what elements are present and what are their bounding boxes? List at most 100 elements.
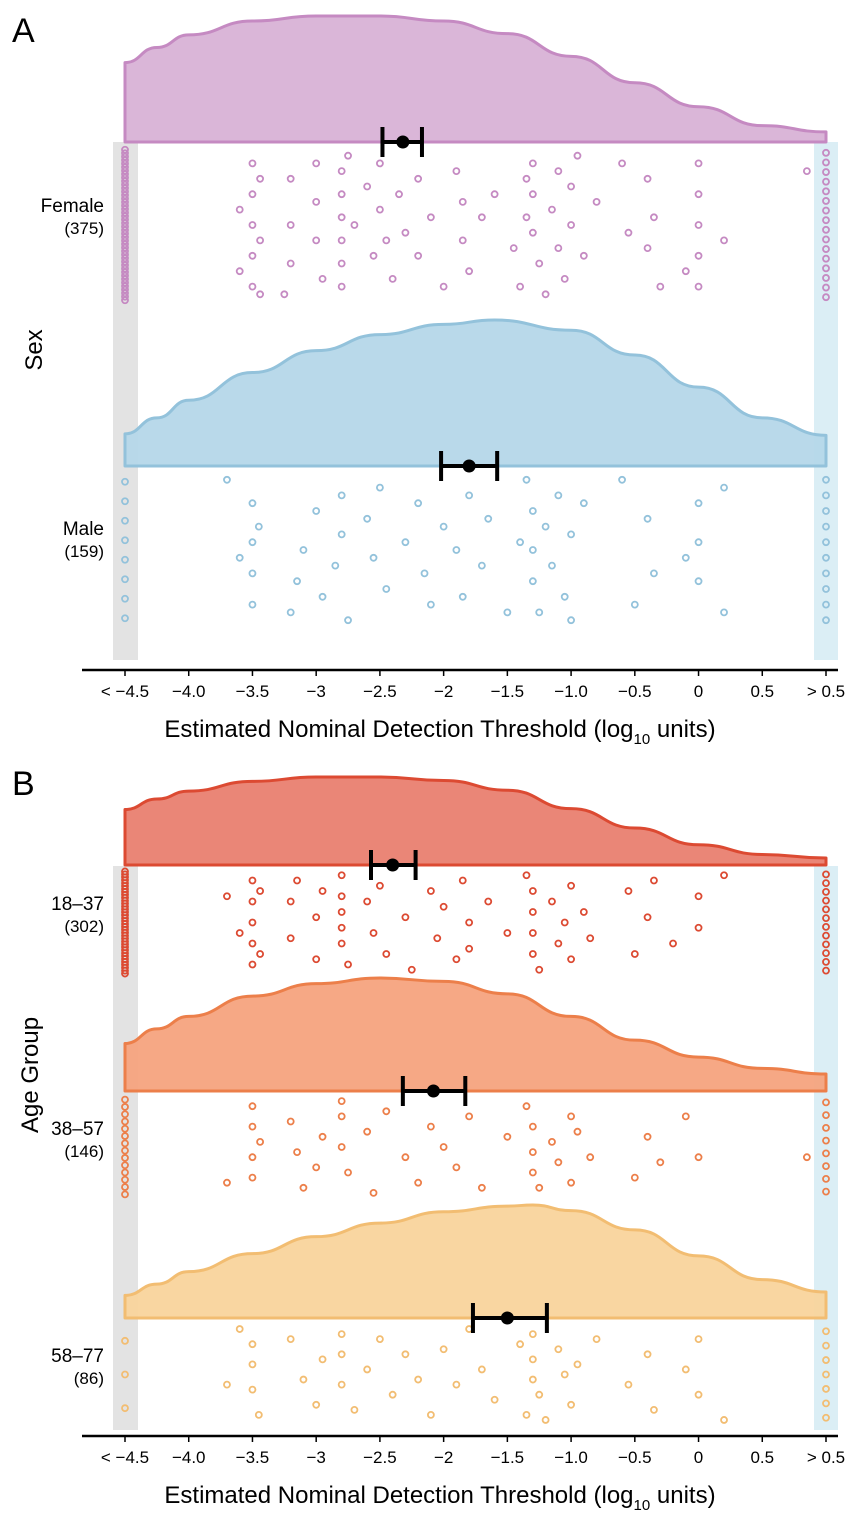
data-point bbox=[681, 1112, 690, 1121]
group-count: (86) bbox=[74, 1369, 104, 1388]
data-point bbox=[484, 897, 493, 906]
data-point bbox=[439, 1345, 448, 1354]
censored-low-point bbox=[121, 296, 129, 305]
mean-point bbox=[426, 1084, 440, 1098]
data-point bbox=[458, 592, 467, 601]
data-point bbox=[452, 955, 461, 964]
data-point bbox=[516, 538, 525, 547]
data-point bbox=[516, 282, 525, 291]
censored-low-point bbox=[121, 212, 129, 221]
data-point bbox=[256, 174, 265, 183]
censored-high-point bbox=[822, 235, 830, 244]
data-point bbox=[528, 929, 537, 937]
data-point bbox=[337, 892, 346, 901]
data-point bbox=[337, 236, 346, 245]
y-axis-label-sex: Sex bbox=[21, 329, 48, 370]
censored-low-point bbox=[121, 275, 129, 284]
data-point bbox=[694, 190, 703, 199]
censored-high-point bbox=[822, 940, 830, 949]
x-tick-label: −0.5 bbox=[618, 682, 652, 701]
data-point bbox=[248, 1122, 257, 1131]
censored-high-point bbox=[822, 553, 830, 562]
data-point bbox=[802, 1153, 811, 1162]
data-point bbox=[318, 1132, 327, 1141]
data-point bbox=[477, 1183, 486, 1192]
data-point bbox=[337, 190, 346, 199]
data-point bbox=[235, 929, 244, 937]
censored-low-point bbox=[121, 1336, 129, 1345]
data-point bbox=[439, 1143, 448, 1151]
data-point bbox=[248, 1385, 257, 1394]
data-point bbox=[528, 1355, 537, 1364]
data-point bbox=[337, 213, 346, 222]
censored-low-point bbox=[121, 292, 129, 301]
censored-high-point bbox=[822, 905, 830, 914]
censored-high-point bbox=[822, 600, 830, 609]
data-point bbox=[548, 561, 556, 570]
data-point bbox=[630, 950, 639, 958]
data-point bbox=[388, 1390, 397, 1399]
data-point bbox=[344, 151, 352, 160]
censored-high-point bbox=[822, 264, 830, 273]
data-point bbox=[554, 491, 563, 500]
censored-high-point bbox=[822, 887, 830, 896]
x-tick-label: < −4.5 bbox=[101, 1448, 149, 1467]
censored-low-point bbox=[121, 1110, 129, 1119]
censored-low-point bbox=[121, 536, 129, 545]
data-point bbox=[528, 950, 537, 958]
data-point bbox=[554, 1345, 563, 1354]
data-point bbox=[560, 918, 569, 927]
censored-high-point bbox=[822, 1385, 830, 1393]
data-point bbox=[528, 228, 537, 237]
data-point bbox=[560, 1370, 569, 1379]
censored-high-point bbox=[822, 522, 830, 531]
panel-b: 18–37 (302) 38–57 (146) 58–77 (86) < −4.5 −4.0… bbox=[12, 765, 845, 1514]
group-male: Male (159) bbox=[63, 318, 830, 625]
data-point bbox=[694, 923, 703, 932]
data-point bbox=[426, 600, 435, 609]
censored-low-point bbox=[121, 177, 129, 186]
data-point bbox=[248, 190, 257, 199]
data-point bbox=[567, 182, 575, 191]
data-point bbox=[363, 182, 372, 191]
data-point bbox=[376, 881, 384, 890]
censored-high-point bbox=[822, 1327, 830, 1336]
censored-high-point bbox=[822, 491, 830, 500]
data-point bbox=[720, 608, 728, 617]
data-point bbox=[248, 159, 257, 168]
data-point bbox=[535, 1183, 544, 1192]
data-point bbox=[694, 577, 703, 586]
data-point bbox=[579, 251, 588, 260]
censored-low-point bbox=[121, 289, 129, 298]
censored-high-point bbox=[822, 616, 830, 625]
data-point bbox=[235, 267, 244, 276]
data-point bbox=[312, 913, 321, 922]
data-point bbox=[439, 902, 448, 911]
data-point bbox=[382, 236, 391, 245]
censored-low-point bbox=[121, 1168, 129, 1177]
data-point bbox=[318, 274, 327, 283]
data-point bbox=[337, 259, 346, 268]
censored-low-point bbox=[121, 261, 129, 270]
x-tick-label: 0 bbox=[694, 682, 703, 701]
data-point bbox=[554, 1158, 563, 1167]
censored-high-point bbox=[822, 1111, 830, 1120]
data-point bbox=[426, 1411, 435, 1419]
data-point bbox=[528, 1148, 537, 1156]
censored-low-point bbox=[121, 219, 129, 228]
x-tick-label: −1.5 bbox=[491, 1448, 525, 1467]
data-point bbox=[363, 897, 372, 906]
data-point bbox=[401, 1350, 410, 1359]
data-point bbox=[312, 507, 321, 515]
data-point bbox=[477, 561, 486, 570]
data-point bbox=[694, 1153, 703, 1162]
data-point bbox=[458, 236, 467, 245]
data-point bbox=[567, 616, 575, 625]
data-point bbox=[694, 1335, 703, 1344]
data-point bbox=[369, 929, 378, 937]
data-point bbox=[312, 1400, 321, 1409]
censored-high-point bbox=[822, 148, 830, 157]
censored-high-point bbox=[822, 254, 830, 263]
censored-low-point bbox=[121, 250, 129, 259]
data-point bbox=[528, 1168, 537, 1177]
